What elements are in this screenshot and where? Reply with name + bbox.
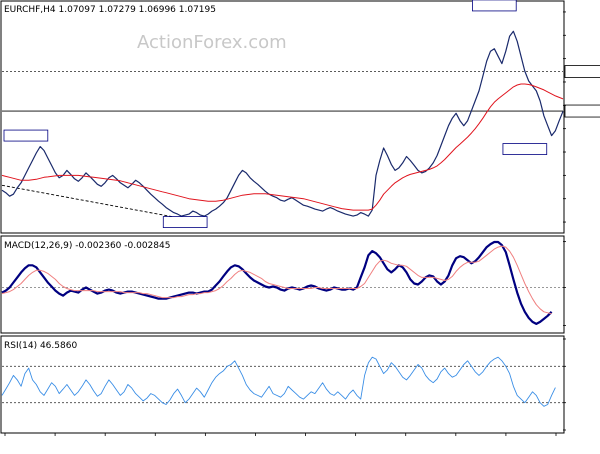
price-annotation-box — [472, 0, 517, 12]
price-close-line — [1, 30, 564, 217]
price-annotation-box — [162, 216, 208, 228]
watermark: ActionForex.com — [137, 32, 287, 53]
macd-plot — [1, 240, 563, 325]
macd-line — [1, 240, 553, 325]
macd-panel-frame — [0, 235, 565, 334]
trendline — [1, 184, 186, 220]
rsi-panel-frame — [0, 335, 565, 434]
rsi-panel-title: RSI(14) 46.5860 — [4, 341, 77, 351]
price-annotation-box — [502, 143, 548, 155]
price-level-label-box — [564, 104, 600, 118]
rsi-plot — [1, 356, 563, 407]
right-axis — [563, 11, 600, 431]
signal-line — [1, 245, 552, 315]
rsi-line — [1, 356, 556, 407]
price-plot — [1, 0, 564, 228]
price-level-label-box — [564, 65, 600, 78]
macd-panel-title: MACD(12,26,9) -0.002360 -0.002845 — [4, 241, 170, 251]
sma-line — [1, 83, 564, 211]
price-panel-frame — [0, 0, 565, 234]
price-panel-title: EURCHF,H4 1.07097 1.07279 1.06996 1.0719… — [4, 5, 216, 15]
price-annotation-box — [3, 129, 49, 142]
bottom-axis — [4, 433, 557, 436]
